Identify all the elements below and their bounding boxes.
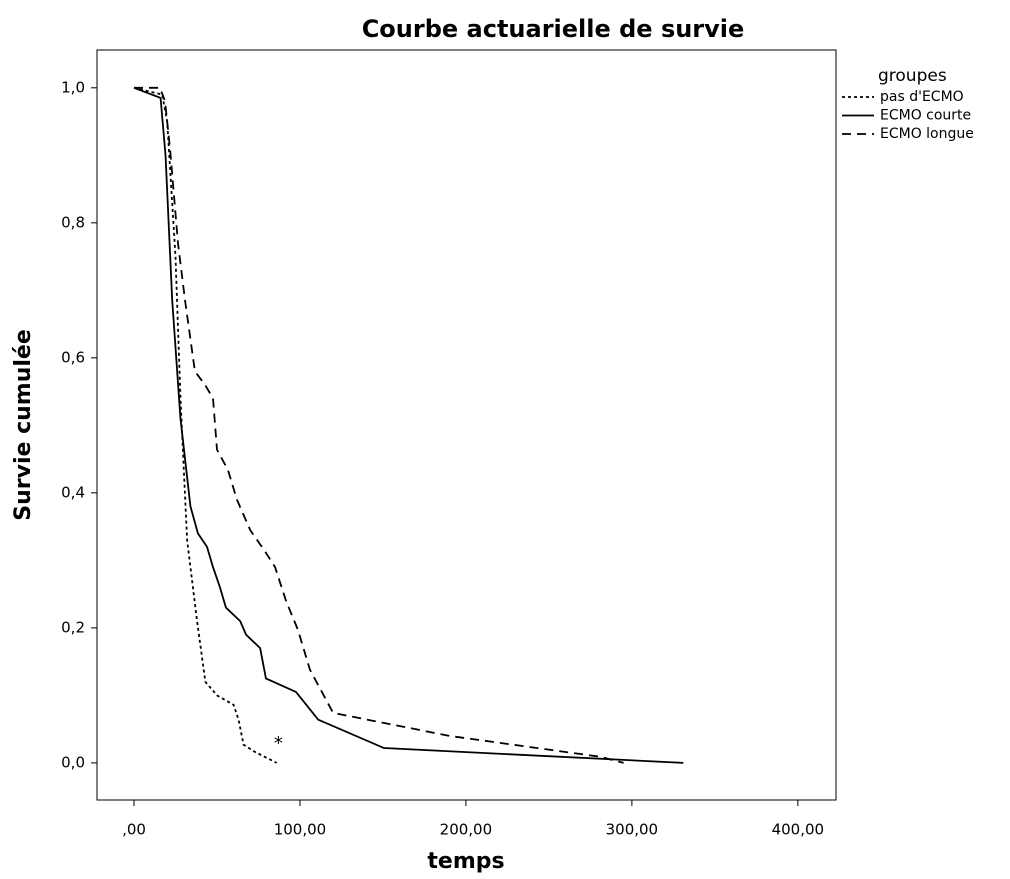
chart-title: Courbe actuarielle de survie xyxy=(362,15,745,43)
x-tick-label: 100,00 xyxy=(274,821,327,839)
survival-line xyxy=(133,86,278,764)
y-tick-label: 0,4 xyxy=(61,483,85,501)
legend-title: groupes xyxy=(878,66,947,86)
y-axis-label: Survie cumulée xyxy=(11,329,36,521)
survival-line xyxy=(134,86,624,764)
x-tick-label: 300,00 xyxy=(606,821,659,839)
annotation: * xyxy=(274,733,283,754)
legend-label: ECMO courte xyxy=(880,108,971,124)
legend-label: ECMO longue xyxy=(880,126,974,142)
y-tick-label: 0,2 xyxy=(61,618,85,636)
x-tick-label: 200,00 xyxy=(440,821,493,839)
y-tick-label: 0,8 xyxy=(61,213,85,231)
y-tick-label: 1,0 xyxy=(61,78,85,96)
legend-label: pas d'ECMO xyxy=(880,89,964,105)
plot-frame xyxy=(96,49,837,801)
survival-line xyxy=(133,86,684,764)
y-tick-label: 0,0 xyxy=(61,753,85,771)
x-axis-label: temps xyxy=(427,849,504,874)
x-tick-label: ,00 xyxy=(122,821,146,839)
y-tick-label: 0,6 xyxy=(61,348,85,366)
x-tick-label: 400,00 xyxy=(772,821,825,839)
